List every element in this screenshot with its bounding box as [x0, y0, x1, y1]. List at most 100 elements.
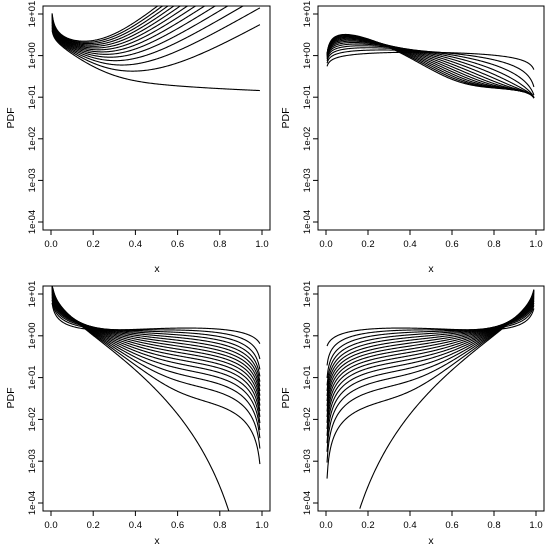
pdf-curve — [51, 5, 260, 55]
x-axis: 0.0 0.2 0.4 0.6 0.8 1.0 — [44, 230, 269, 250]
x-tick-label: 0.6 — [171, 520, 184, 531]
y-tick-label: 1e-04 — [27, 491, 38, 515]
y-axis: 1e-04 1e-03 1e-02 1e-01 1e+00 1e+01 — [302, 281, 318, 515]
y-tick-label: 1e+01 — [27, 281, 38, 308]
y-tick-label: 1e+00 — [27, 42, 38, 69]
y-tick-label: 1e-01 — [27, 365, 38, 389]
y-tick-label: 1e-03 — [302, 449, 313, 473]
x-tick-label: 0.8 — [213, 239, 226, 250]
pdf-curve — [326, 37, 535, 99]
pdf-curve — [51, 24, 261, 72]
y-tick-label: 1e-01 — [302, 85, 313, 109]
pdf-curve — [326, 51, 535, 70]
x-tick-label: 0.4 — [403, 239, 416, 250]
x-tick-label: 0.4 — [129, 239, 142, 250]
pdf-curve — [326, 289, 535, 479]
panel-bottom-right: 0.0 0.2 0.4 0.6 0.8 1.0 1e-041e-031e-021e-011… — [280, 281, 545, 547]
y-tick-label: 1e-04 — [302, 210, 313, 234]
y-tick-label: 1e-03 — [302, 168, 313, 192]
y-tick-label: 1e-03 — [27, 168, 38, 192]
pdf-curve — [326, 294, 535, 418]
pdf-curve — [326, 38, 535, 99]
x-tick-label: 0.2 — [87, 239, 100, 250]
y-tick-label: 1e-01 — [302, 365, 313, 389]
y-tick-label: 1e-02 — [27, 127, 38, 151]
pdf-curve — [326, 43, 535, 99]
plot-frame — [42, 285, 271, 512]
pdf-curve — [51, 5, 260, 58]
pdf-curve — [326, 290, 535, 463]
panel-top-right: 0.0 0.2 0.4 0.6 0.8 1.0 1e-041e-031e-021e-011… — [280, 1, 545, 275]
x-tick-label: 0.4 — [403, 520, 416, 531]
x-tick-label: 0.2 — [87, 520, 100, 531]
y-tick-label: 1e+01 — [302, 281, 313, 308]
y-axis: 1e-04 1e-03 1e-02 1e-01 1e+00 1e+01 — [27, 281, 43, 515]
x-tick-label: 0.0 — [319, 239, 332, 250]
y-tick-label: 1e+00 — [302, 42, 313, 69]
y-tick-label: 1e-02 — [27, 407, 38, 431]
pdf-curve — [326, 40, 535, 99]
pdf-curve — [326, 296, 535, 402]
y-axis-label: PDF — [280, 108, 292, 129]
y-axis: 1e-04 1e-03 1e-02 1e-01 1e+00 1e+01 — [27, 1, 43, 234]
curve-group — [51, 285, 261, 511]
y-tick-label: 1e+00 — [27, 322, 38, 349]
x-axis: 0.0 0.2 0.4 0.6 0.8 1.0 — [319, 230, 543, 250]
y-tick-label: 1e-04 — [27, 210, 38, 234]
y-axis-label: PDF — [280, 388, 292, 409]
y-tick-label: 1e+00 — [302, 322, 313, 349]
x-axis-label: x — [428, 535, 434, 547]
x-tick-label: 1.0 — [255, 239, 268, 250]
pdf-curve — [51, 285, 230, 511]
x-tick-label: 0.8 — [487, 520, 500, 531]
x-tick-label: 0.6 — [445, 239, 458, 250]
x-tick-label: 0.8 — [213, 520, 226, 531]
pdf-curve — [326, 39, 535, 99]
x-tick-label: 0.2 — [361, 520, 374, 531]
x-tick-label: 0.4 — [129, 520, 142, 531]
panel-top-left: 0.0 0.2 0.4 0.6 0.8 1.0 1e-041e-031e-021e-011… — [5, 1, 271, 275]
pdf-curve — [51, 287, 261, 412]
y-axis-label: PDF — [5, 388, 17, 409]
curve-group — [51, 5, 261, 92]
panel-bottom-left: 0.0 0.2 0.4 0.6 0.8 1.0 1e-041e-031e-021e-011… — [5, 281, 271, 547]
pdf-curve — [51, 7, 261, 66]
x-axis-label: x — [428, 263, 434, 275]
plot-frame — [42, 5, 271, 231]
x-tick-label: 0.0 — [319, 520, 332, 531]
x-axis-label: x — [154, 535, 160, 547]
y-tick-label: 1e-04 — [302, 491, 313, 515]
x-tick-label: 0.0 — [44, 520, 57, 531]
x-tick-label: 1.0 — [529, 520, 542, 531]
x-tick-label: 0.8 — [487, 239, 500, 250]
x-axis: 0.0 0.2 0.4 0.6 0.8 1.0 — [44, 511, 269, 531]
pdf-curve — [326, 49, 535, 88]
pdf-curve — [326, 41, 535, 99]
pdf-curve — [359, 289, 535, 509]
x-tick-label: 0.0 — [44, 239, 57, 250]
y-tick-label: 1e-01 — [27, 85, 38, 109]
x-tick-label: 0.6 — [171, 239, 184, 250]
y-tick-label: 1e+01 — [27, 1, 38, 28]
y-tick-label: 1e-03 — [27, 449, 38, 473]
pdf-curve — [51, 289, 261, 401]
plot-frame — [317, 5, 545, 231]
y-tick-label: 1e+01 — [302, 1, 313, 28]
y-axis-label: PDF — [5, 108, 17, 129]
pdf-curve — [51, 5, 260, 62]
y-tick-label: 1e-02 — [302, 127, 313, 151]
pdf-curve — [51, 5, 260, 43]
curve-group — [326, 33, 535, 99]
x-axis-label: x — [154, 263, 160, 275]
x-axis: 0.0 0.2 0.4 0.6 0.8 1.0 — [319, 511, 543, 531]
curve-group — [326, 289, 535, 509]
pdf-curve — [51, 30, 260, 92]
pdf-curve — [51, 285, 261, 465]
y-tick-label: 1e-02 — [302, 407, 313, 431]
x-tick-label: 0.2 — [361, 239, 374, 250]
x-tick-label: 1.0 — [255, 520, 268, 531]
y-axis: 1e-04 1e-03 1e-02 1e-01 1e+00 1e+01 — [302, 1, 318, 234]
plot-frame — [317, 285, 545, 512]
x-tick-label: 0.6 — [445, 520, 458, 531]
